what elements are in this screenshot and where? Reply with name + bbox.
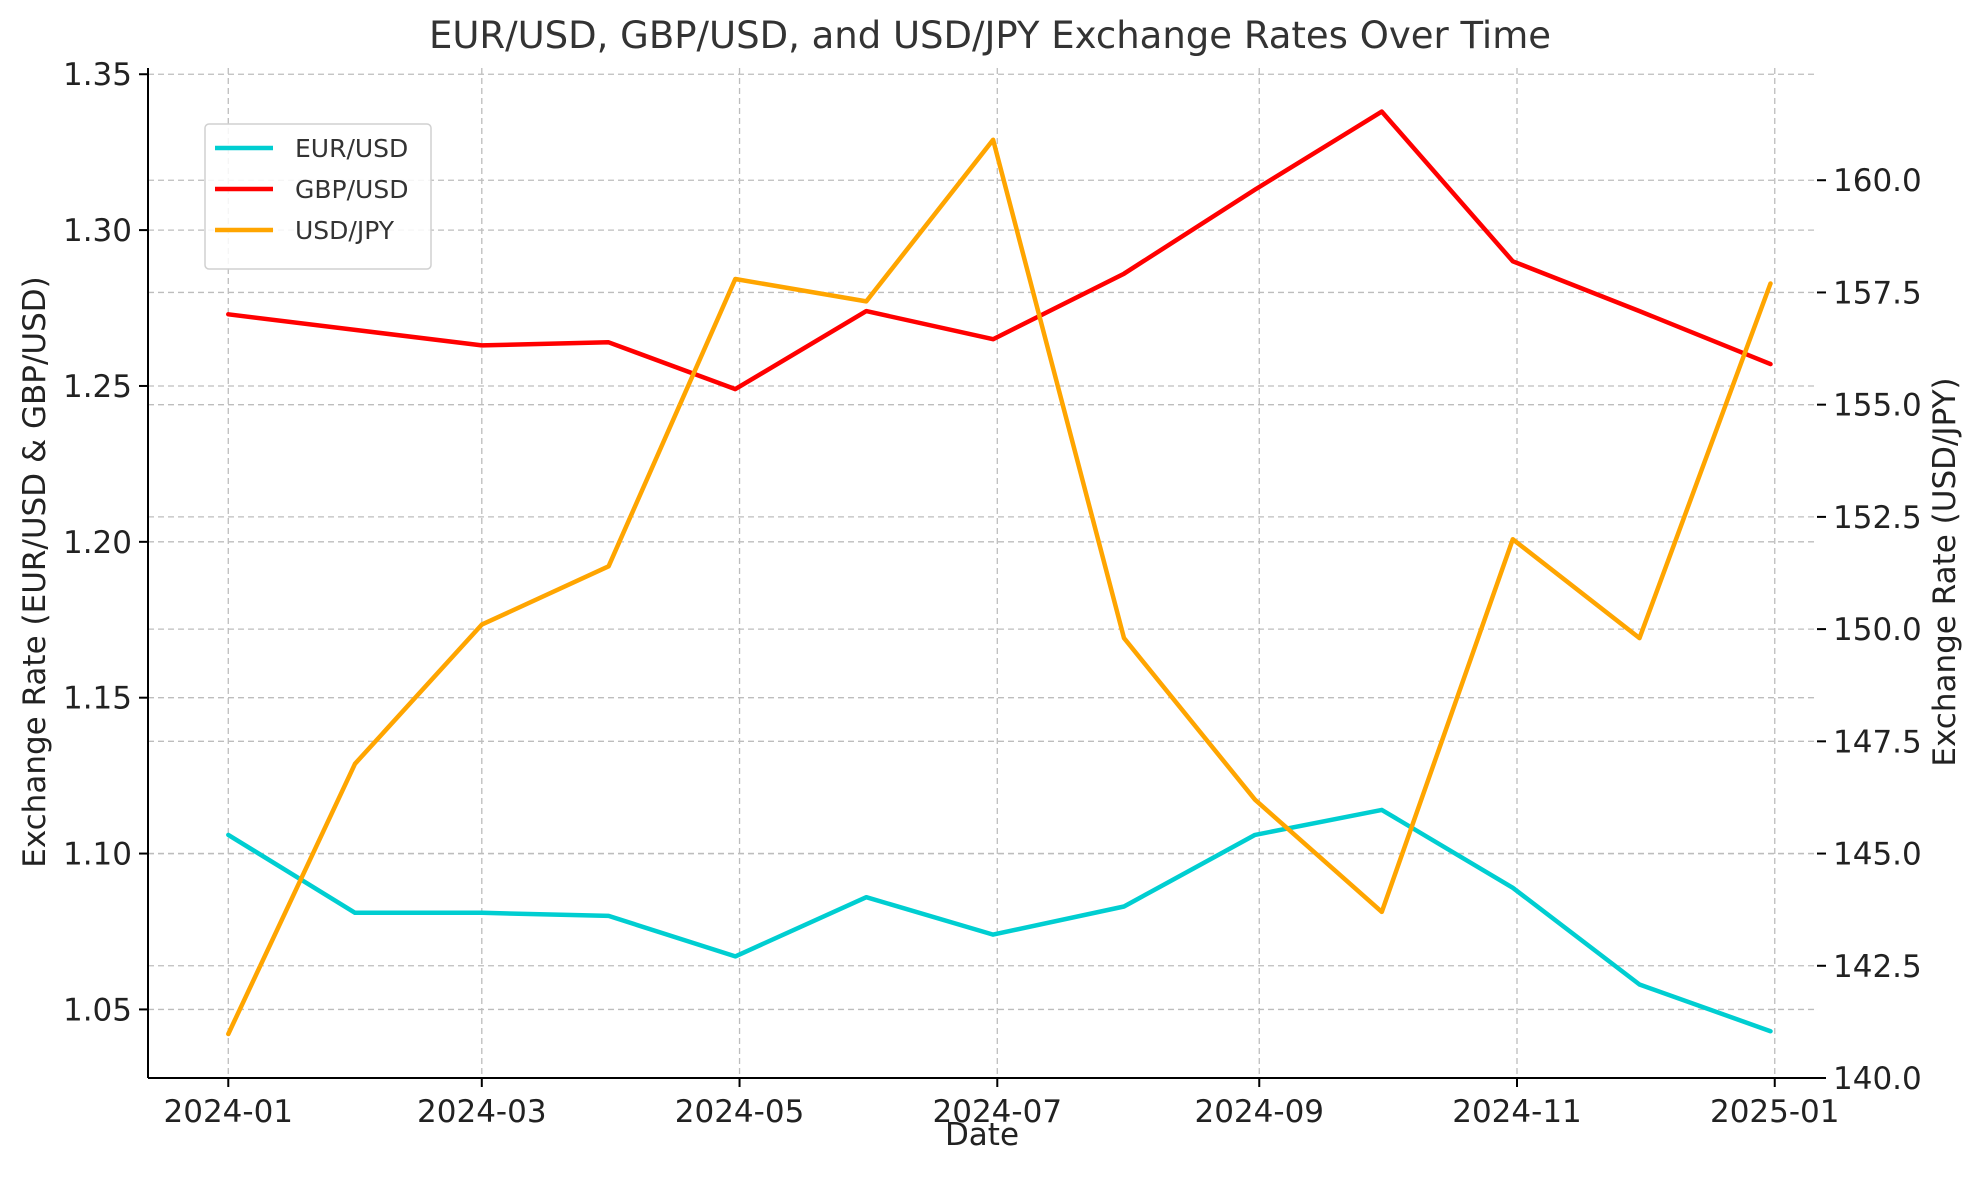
left-y-tick-label: 1.25	[63, 369, 132, 405]
x-tick-label: 2024-09	[1194, 1094, 1324, 1130]
right-y-tick-label: 142.5	[1833, 949, 1922, 985]
x-axis-title: Date	[945, 1117, 1019, 1153]
right-y-tick-label: 140.0	[1833, 1061, 1922, 1097]
left-y-tick-label: 1.10	[63, 837, 132, 873]
axes: 2024-01 2024-03 2024-05 2024-07 2024-09 2024-…	[63, 57, 1922, 1130]
left-y-tick-label: 1.20	[63, 525, 132, 561]
legend-label-eur-usd: EUR/USD	[295, 134, 408, 163]
legend: EUR/USD GBP/USD USD/JPY	[204, 123, 432, 270]
left-y-tick-label: 1.15	[63, 681, 132, 717]
right-y-tick-label: 150.0	[1833, 612, 1922, 648]
series-line-gbp-usd	[226, 109, 1773, 392]
legend-label-usd-jpy: USD/JPY	[295, 216, 395, 245]
series-line-eur-usd	[226, 807, 1773, 1034]
right-y-tick-label: 152.5	[1833, 500, 1922, 536]
x-tick-label: 2025-01	[1710, 1094, 1840, 1130]
left-y-tick-label: 1.05	[63, 992, 132, 1028]
x-tick-label: 2024-11	[1452, 1094, 1582, 1130]
legend-label-gbp-usd: GBP/USD	[295, 175, 408, 204]
right-y-axis-title: Exchange Rate (USD/JPY)	[1927, 377, 1963, 766]
right-y-tick-label: 147.5	[1833, 724, 1922, 760]
left-y-tick-label: 1.30	[63, 213, 132, 249]
x-tick-label: 2024-07	[933, 1094, 1063, 1130]
left-y-tick-label: 1.35	[63, 57, 132, 93]
right-y-tick-label: 160.0	[1833, 163, 1922, 199]
x-tick-label: 2024-05	[675, 1094, 805, 1130]
left-y-axis-title: Exchange Rate (EUR/USD & GBP/USD)	[17, 276, 53, 868]
x-tick-label: 2024-01	[164, 1094, 294, 1130]
legend-box	[204, 123, 432, 270]
series-line-usd-jpy	[226, 137, 1773, 1037]
series-lines	[226, 109, 1773, 1037]
right-y-tick-label: 145.0	[1833, 837, 1922, 873]
right-y-tick-label: 157.5	[1833, 275, 1922, 311]
right-y-tick-label: 155.0	[1833, 388, 1922, 424]
x-tick-label: 2024-03	[417, 1094, 547, 1130]
chart-title: EUR/USD, GBP/USD, and USD/JPY Exchange R…	[429, 14, 1551, 57]
